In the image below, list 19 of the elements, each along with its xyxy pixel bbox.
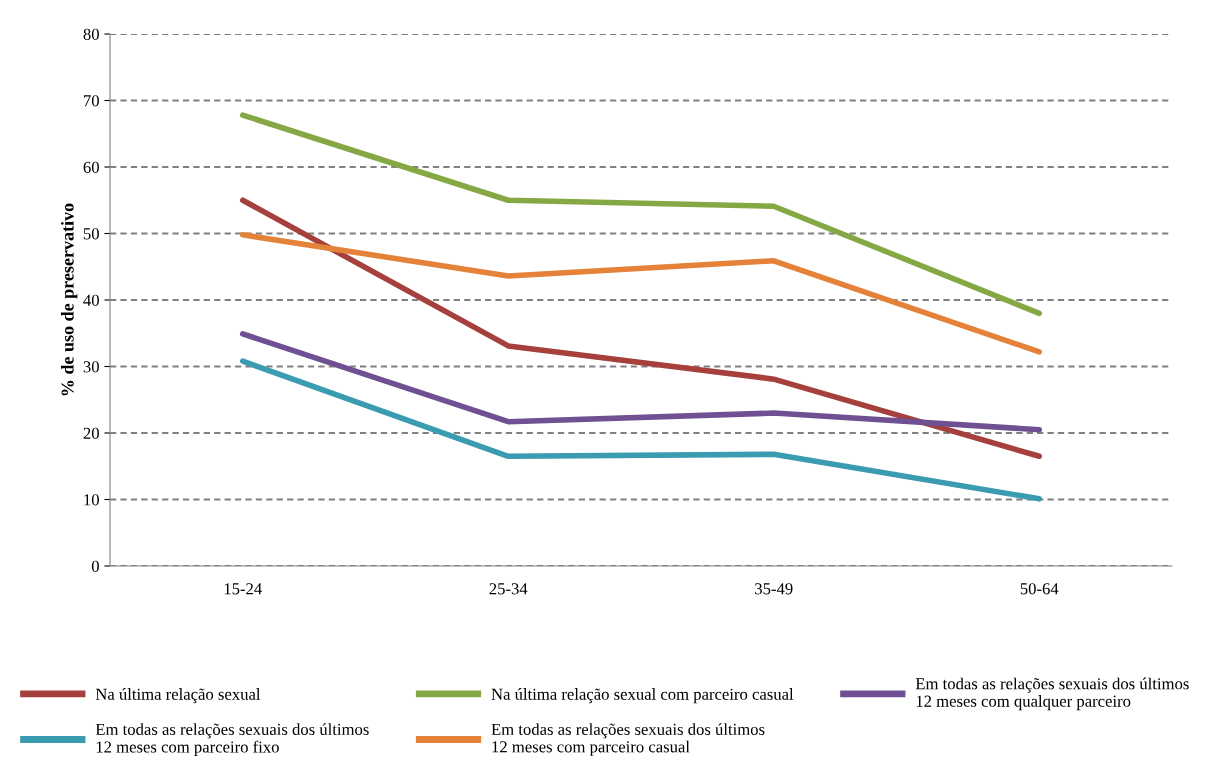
y-tick-label: 30 (83, 361, 99, 373)
legend-label: Em todas as relações sexuais dos últimos 12 meses com parceiro casual (491, 723, 765, 756)
legend-label: Em todas as relações sexuais dos últimos 12 meses com parceiro fixo (95, 723, 369, 756)
y-axis-title: % de uso de preservativo (60, 203, 78, 396)
y-tick-label: 60 (83, 161, 99, 173)
x-tick-label: 25-34 (489, 583, 528, 595)
x-tick-label: 50-64 (1020, 583, 1059, 595)
y-tick-label: 40 (83, 294, 99, 306)
x-tick-label: 15-24 (224, 583, 262, 595)
y-tick-label: 10 (84, 494, 99, 506)
y-tick-label: 80 (83, 28, 99, 40)
x-tick-label: 35-49 (755, 583, 793, 595)
legend-label: Na última relação sexual (95, 688, 261, 704)
y-tick-label: 0 (91, 560, 99, 572)
y-tick-label: 70 (84, 95, 99, 107)
legend-label: Na última relação sexual com parceiro casual (491, 688, 794, 704)
legend-label: Em todas as relações sexuais dos últimos 12 meses com qualquer parceiro (915, 677, 1189, 711)
y-tick-label: 20 (83, 427, 99, 439)
y-tick-label: 50 (83, 228, 99, 240)
